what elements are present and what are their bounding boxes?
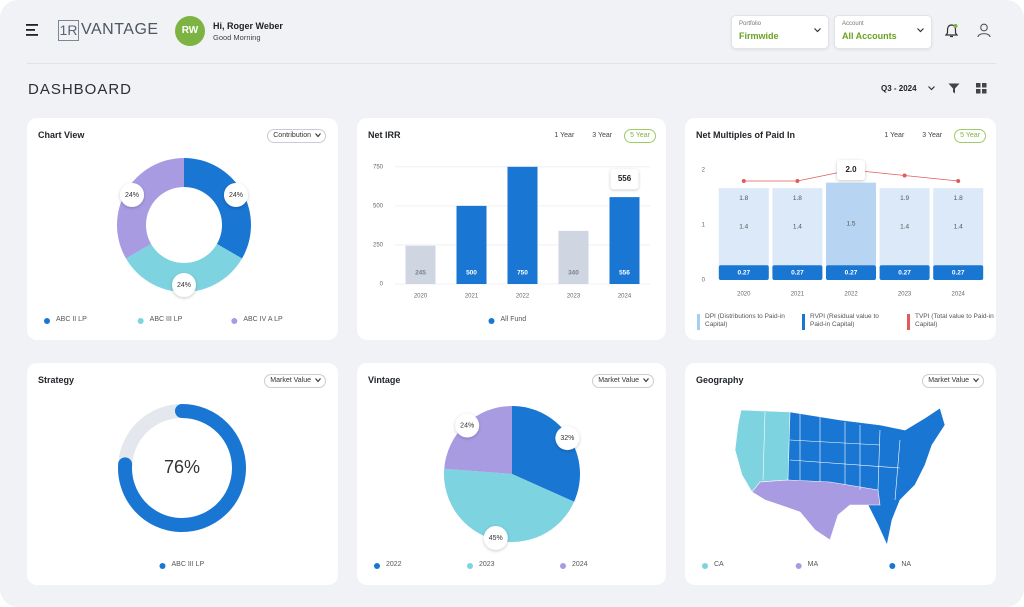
tab[interactable]: 1 Year (554, 132, 575, 139)
card-dropdown[interactable]: Market Value (592, 374, 654, 388)
card-title: Vintage (368, 375, 401, 385)
chevron (814, 28, 821, 33)
card-dropdown[interactable]: Market Value (922, 374, 984, 388)
page-title: DASHBOARD (28, 81, 133, 98)
card: Net IRR 1 Year 3 Year 5 Year (357, 118, 666, 340)
chevron (643, 378, 649, 383)
dropdown-value: Market Value (598, 377, 639, 384)
card-title: Geography (696, 375, 744, 385)
tab[interactable]: 3 Year (592, 132, 613, 139)
legend-marker (802, 314, 805, 330)
tabs: 1 Year 3 Year 5 Year (548, 129, 656, 143)
legend-label: ABC III LP (149, 316, 183, 323)
chevron (928, 86, 935, 91)
period-selector[interactable]: Q3 - 2024 (881, 84, 917, 93)
legend-label: DPI (Distributions to Paid-in Capital) (705, 313, 785, 328)
legend-marker (907, 314, 910, 330)
legend-item: RVPI (Residual value to Paid-in Capital) (802, 313, 892, 330)
card-title: Net IRR (368, 130, 401, 140)
chevron (315, 133, 321, 138)
dropdown-value: Contribution (273, 132, 311, 139)
brand: VANTAGE (81, 21, 159, 38)
legend-label: ABC IV A LP (243, 316, 283, 323)
dropdown-label: Account (842, 21, 864, 27)
legend-label: TVPI (Total value to Paid-in Capital) (915, 313, 994, 328)
divider (27, 63, 996, 64)
greeting: Hi, Roger Weber (213, 21, 283, 31)
tab[interactable]: 5 Year (954, 129, 986, 143)
card: Chart View Contribution (27, 118, 338, 340)
legend-item: TVPI (Total value to Paid-in Capital) (907, 313, 997, 330)
portfolio-dropdown[interactable]: Portfolio Firmwide (731, 15, 829, 49)
avatar: RW (175, 16, 205, 46)
tabs: 1 Year 3 Year 5 Year (878, 129, 986, 143)
card: Geography Market Value (685, 363, 996, 585)
legend-label: 2023 (479, 561, 495, 568)
legend-label: RVPI (Residual value to Paid-in Capital) (810, 313, 879, 328)
legend-label: MA (807, 561, 819, 568)
user-icon[interactable] (977, 23, 991, 38)
legend-label: NA (901, 561, 912, 568)
dropdown-value: Firmwide (739, 31, 779, 41)
dropdown-value: All Accounts (842, 31, 897, 41)
filter-icon[interactable] (948, 83, 960, 94)
card-title: Strategy (38, 375, 75, 385)
legend-label: ABC II LP (56, 316, 87, 323)
card: Net Multiples of Paid In 1 Year 3 Year 5 Y… (685, 118, 996, 340)
chevron (973, 378, 979, 383)
legend-label: CA (714, 561, 724, 568)
tab[interactable]: 5 Year (624, 129, 656, 143)
dropdown-value: Market Value (928, 377, 969, 384)
account-dropdown[interactable]: Account All Accounts (834, 15, 932, 49)
dropdown-label: Portfolio (739, 21, 762, 27)
legend-label: ABC III LP (171, 561, 205, 568)
dropdown-value: Market Value (270, 377, 311, 384)
card-dropdown[interactable]: Market Value (264, 374, 326, 388)
legend-marker (697, 314, 700, 330)
card-title: Chart View (38, 130, 85, 140)
chevron (315, 378, 321, 383)
card-dropdown[interactable]: Contribution (267, 129, 326, 143)
legend-label: 2024 (572, 561, 588, 568)
card: Strategy Market Value (27, 363, 338, 585)
bell-icon[interactable] (944, 23, 959, 39)
chevron (917, 28, 924, 33)
legend-item: DPI (Distributions to Paid-in Capital) (697, 313, 787, 330)
tab[interactable]: 3 Year (922, 132, 943, 139)
tab[interactable]: 1 Year (884, 132, 905, 139)
card-title: Net Multiples of Paid In (696, 130, 796, 140)
grid-icon[interactable] (976, 83, 987, 94)
menu-icon[interactable] (26, 24, 40, 36)
legend-label: All Fund (500, 316, 527, 323)
card: Vintage Market Value (357, 363, 666, 585)
logo-mark: 1R (58, 20, 79, 41)
legend-label: 2022 (386, 561, 402, 568)
subgreeting: Good Morning (213, 33, 261, 42)
